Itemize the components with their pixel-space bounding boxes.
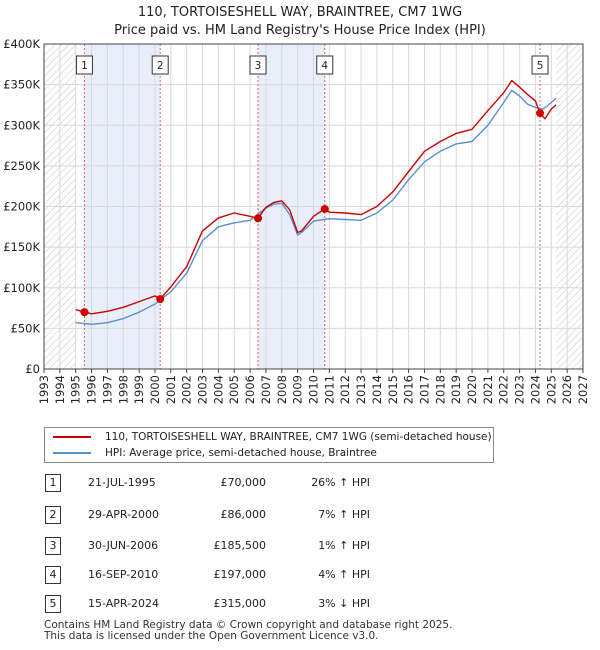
footer-copyright: Contains HM Land Registry data © Crown c… xyxy=(44,619,453,631)
transaction-hpi: 7% ↑ HPI xyxy=(318,508,370,521)
y-tick-label: £0 xyxy=(25,362,40,376)
transaction-number: 2 xyxy=(45,506,61,524)
legend: 110, TORTOISESHELL WAY, BRAINTREE, CM7 1… xyxy=(44,427,494,463)
transaction-point xyxy=(156,295,165,304)
y-tick-label: £350K xyxy=(3,78,40,92)
transaction-price: £86,000 xyxy=(220,508,267,521)
transaction-number: 1 xyxy=(45,474,61,492)
transaction-number: 3 xyxy=(45,537,61,555)
x-tick-label: 2023 xyxy=(513,375,527,404)
hpi-line xyxy=(75,89,557,325)
chart-subtitle: Price paid vs. HM Land Registry's House … xyxy=(114,23,486,38)
legend-swatch-hpi xyxy=(53,452,91,454)
price-chart: 1 2 3 4 5 £0 £50K £100K £150K £200K £250K £300K £35… xyxy=(3,37,590,404)
y-tick-label: £300K xyxy=(3,118,40,132)
y-tick-label: £200K xyxy=(3,200,40,214)
x-tick-label: 2013 xyxy=(354,375,368,404)
x-tick-label: 2022 xyxy=(497,375,511,404)
footer-licence: This data is licensed under the Open Gov… xyxy=(44,630,379,642)
y-tick-label: £50K xyxy=(11,321,41,335)
transaction-label-box xyxy=(151,55,169,75)
transaction-label: 1 xyxy=(81,60,88,72)
x-tick-label: 2005 xyxy=(227,375,241,404)
transaction-label: 2 xyxy=(157,60,164,72)
transaction-point xyxy=(536,109,545,118)
x-tick-label: 2024 xyxy=(528,375,542,404)
x-tick-label: 2027 xyxy=(576,375,590,404)
x-tick-label: 2003 xyxy=(196,375,210,404)
x-tick-label: 1994 xyxy=(53,375,67,404)
x-tick-label: 2002 xyxy=(180,375,194,404)
transaction-price: £70,000 xyxy=(220,476,267,489)
legend-label-hpi: HPI: Average price, semi-detached house,… xyxy=(105,447,377,459)
x-tick-label: 1998 xyxy=(116,375,130,404)
x-tick-label: 1999 xyxy=(132,375,146,404)
transaction-date: 29-APR-2000 xyxy=(88,508,160,521)
x-tick-label: 2010 xyxy=(307,375,321,404)
transaction-hpi: 1% ↑ HPI xyxy=(318,539,370,552)
x-tick-label: 2019 xyxy=(449,375,463,404)
x-tick-label: 2008 xyxy=(275,375,289,404)
transaction-hpi: 26% ↑ HPI xyxy=(311,476,370,489)
table-row: 4 16-SEP-2010 £197,000 4% ↑ HPI xyxy=(0,566,600,586)
x-tick-label: 2017 xyxy=(417,375,431,404)
y-tick-label: £150K xyxy=(3,240,40,254)
x-tick-label: 2012 xyxy=(338,375,352,404)
transaction-point xyxy=(320,204,329,213)
x-tick-label: 2006 xyxy=(243,375,257,404)
table-row: 2 29-APR-2000 £86,000 7% ↑ HPI xyxy=(0,506,600,526)
transaction-date: 15-APR-2024 xyxy=(88,597,160,610)
transaction-label: 5 xyxy=(537,60,544,72)
transaction-label: 3 xyxy=(255,60,262,72)
y-tick-label: £100K xyxy=(3,281,40,295)
x-tick-label: 2009 xyxy=(291,375,305,404)
legend-item-property: 110, TORTOISESHELL WAY, BRAINTREE, CM7 1… xyxy=(53,429,492,445)
transaction-number: 4 xyxy=(45,566,61,584)
transaction-price: £185,500 xyxy=(213,539,267,552)
legend-label-property: 110, TORTOISESHELL WAY, BRAINTREE, CM7 1… xyxy=(105,431,492,443)
x-tick-label: 2007 xyxy=(259,375,273,404)
x-tick-label: 2015 xyxy=(386,375,400,404)
transaction-label-box xyxy=(316,55,334,75)
table-row: 5 15-APR-2024 £315,000 3% ↓ HPI xyxy=(0,595,600,615)
x-tick-label: 2011 xyxy=(322,375,336,404)
transaction-label-box xyxy=(531,55,549,75)
table-row: 1 21-JUL-1995 £70,000 26% ↑ HPI xyxy=(0,474,600,494)
transaction-label-box xyxy=(75,55,93,75)
x-tick-label: 2025 xyxy=(544,375,558,404)
x-tick-label: 2001 xyxy=(164,375,178,404)
x-tick-label: 1993 xyxy=(37,375,51,404)
footer: Contains HM Land Registry data © Crown c… xyxy=(44,620,452,642)
transaction-hpi: 3% ↓ HPI xyxy=(318,597,370,610)
y-tick-label: £400K xyxy=(3,37,40,51)
x-tick-label: 2020 xyxy=(465,375,479,404)
chart-title: 110, TORTOISESHELL WAY, BRAINTREE, CM7 1… xyxy=(137,5,463,20)
x-tick-label: 2016 xyxy=(402,375,416,404)
transaction-label: 4 xyxy=(321,60,328,72)
x-tick-label: 2021 xyxy=(481,375,495,404)
transaction-hpi: 4% ↑ HPI xyxy=(318,568,370,581)
legend-swatch-property xyxy=(53,436,91,438)
legend-item-hpi: HPI: Average price, semi-detached house,… xyxy=(53,445,377,461)
x-tick-label: 2014 xyxy=(370,375,384,404)
transaction-point xyxy=(80,308,89,317)
transaction-number: 5 xyxy=(45,595,61,613)
transaction-date: 16-SEP-2010 xyxy=(88,568,159,581)
x-tick-label: 2018 xyxy=(433,375,447,404)
transaction-date: 30-JUN-2006 xyxy=(88,539,159,552)
transaction-date: 21-JUL-1995 xyxy=(88,476,156,489)
x-tick-label: 1995 xyxy=(69,375,83,404)
transaction-price: £197,000 xyxy=(213,568,267,581)
transaction-label-box xyxy=(249,55,267,75)
x-tick-label: 1997 xyxy=(100,375,114,404)
transaction-point xyxy=(254,214,263,223)
table-row: 3 30-JUN-2006 £185,500 1% ↑ HPI xyxy=(0,537,600,557)
x-tick-label: 1996 xyxy=(85,375,99,404)
x-tick-label: 2000 xyxy=(148,375,162,404)
transaction-price: £315,000 xyxy=(213,597,267,610)
x-tick-label: 2026 xyxy=(560,375,574,404)
y-tick-label: £250K xyxy=(3,159,40,173)
x-tick-label: 2004 xyxy=(211,375,225,404)
